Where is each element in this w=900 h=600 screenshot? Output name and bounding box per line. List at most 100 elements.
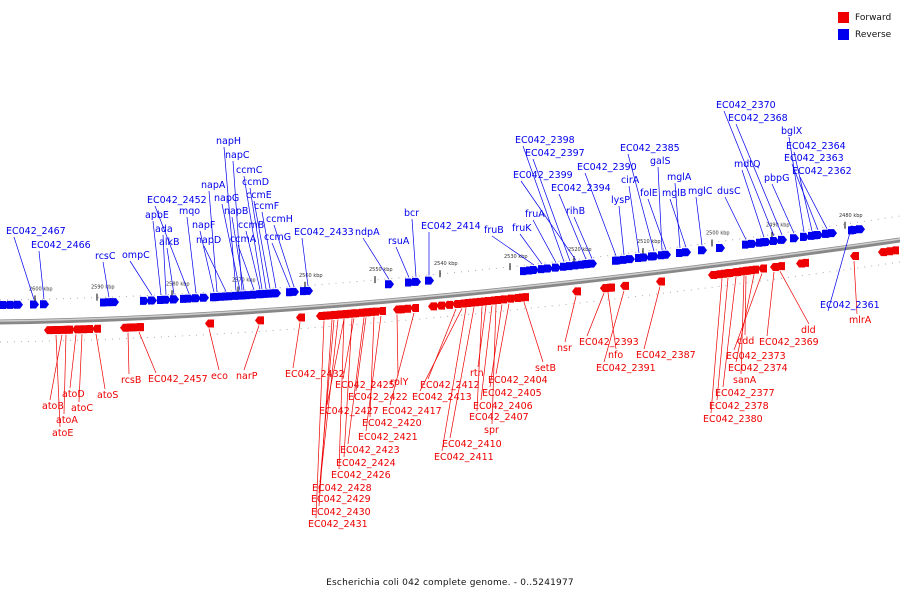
gene-label-ccmd: ccmD [242, 177, 269, 188]
gene-label-ec042-2429: EC042_2429 [311, 494, 371, 505]
leader-line [315, 320, 325, 519]
gene-arrow-reverse [200, 293, 209, 302]
leader-line [695, 196, 703, 246]
ruler-tick-label: 2510 kbp [637, 239, 661, 245]
gene-arrow-forward [344, 309, 353, 318]
leader-line [395, 246, 410, 278]
leader-line [326, 319, 345, 406]
leader-line [573, 216, 593, 259]
leader-line [710, 278, 723, 414]
leader-line [627, 153, 655, 252]
gene-arrow-reverse [218, 292, 227, 301]
leader-line [532, 158, 571, 262]
gene-label-mglc: mglC [688, 186, 713, 197]
leader-line [63, 334, 67, 415]
gene-arrow-forward [377, 306, 386, 315]
gene-arrow-reverse [682, 248, 691, 257]
leader-line [618, 205, 625, 255]
leader-line [223, 146, 237, 291]
leader-line [723, 110, 775, 237]
gene-arrow-forward [770, 262, 779, 271]
leader-line [162, 234, 167, 295]
gene-arrow-reverse [226, 292, 235, 301]
gene-label-napg: napG [214, 193, 239, 204]
gene-arrow-forward [516, 293, 525, 302]
gene-label-ec042-2412: EC042_2412 [420, 380, 480, 391]
gene-arrow-forward [402, 304, 411, 313]
gene-arrow-reverse [584, 260, 593, 269]
gene-label-atos: atoS [97, 390, 118, 401]
gene-arrow-reverse [425, 276, 434, 285]
gene-label-ec042-2407: EC042_2407 [469, 412, 529, 423]
gene-arrow-reverse [748, 239, 757, 248]
gene-arrow-reverse [526, 266, 535, 275]
gene-arrow-forward [436, 301, 445, 310]
leader-line [129, 260, 153, 296]
gene-arrow-forward [800, 258, 809, 267]
leader-line [735, 274, 755, 363]
gene-arrow-forward [72, 325, 81, 334]
gene-arrow-reverse [662, 250, 671, 259]
ruler-tick-label: 2580 kbp [166, 281, 190, 287]
leader-line [740, 275, 745, 375]
ruler-tick-label: 2480 kbp [839, 213, 863, 219]
gene-arrow-reverse [770, 236, 779, 245]
leader-line [827, 225, 853, 312]
leader-line [628, 185, 640, 254]
gene-arrow-forward [758, 264, 767, 273]
gene-label-ccmh: ccmH [266, 214, 293, 225]
gene-label-napd: napD [196, 235, 221, 246]
gene-label-ec042-2369: EC042_2369 [759, 337, 819, 348]
gene-label-eco: eco [211, 371, 228, 382]
gene-arrow-reverse [40, 300, 49, 309]
leader-line [396, 314, 399, 377]
gene-label-ec042-2411: EC042_2411 [434, 452, 494, 463]
leader-line [253, 200, 271, 289]
gene-label-ec042-2362: EC042_2362 [792, 166, 852, 177]
gene-label-alkb: alkB [159, 237, 179, 248]
gene-label-rsua: rsuA [388, 236, 410, 247]
gene-arrow-reverse [698, 246, 707, 255]
leader-line [231, 216, 245, 291]
gene-arrow-forward [708, 271, 717, 280]
leader-line [389, 312, 415, 406]
gene-label-ndpa: ndpA [355, 227, 380, 238]
leader-line [154, 205, 190, 294]
leader-line [766, 271, 775, 337]
ruler-tick-label: 2490 kbp [766, 223, 790, 229]
reverse-swatch [838, 29, 849, 40]
map-caption: Escherichia coli 042 complete genome. - … [326, 578, 574, 588]
gene-label-atod: atoD [62, 389, 85, 400]
leader-line [733, 273, 763, 351]
gene-label-rihb: rihB [566, 206, 585, 217]
gene-arrow-forward [134, 323, 143, 332]
leader-line [199, 230, 215, 293]
gene-label-mdtq: mdtQ [734, 159, 761, 170]
ruler-tick-label: 2590 kbp [91, 285, 115, 291]
leader-line [476, 306, 483, 412]
leader-line [318, 320, 333, 507]
gene-arrow-reverse [640, 253, 649, 262]
leader-line [520, 180, 577, 261]
gene-arrow-forward [714, 270, 723, 279]
gene-label-napa: napA [201, 180, 226, 191]
leader-line [237, 244, 255, 290]
gene-arrow-reverse [100, 298, 109, 307]
leader-line [741, 169, 765, 238]
gene-label-ec042-2393: EC042_2393 [579, 337, 639, 348]
leader-line [273, 224, 295, 288]
gene-label-atoc: atoC [71, 403, 93, 414]
gene-label-ec042-2374: EC042_2374 [728, 363, 788, 374]
gene-label-ec042-2410: EC042_2410 [442, 439, 502, 450]
gene-arrow-reverse [14, 300, 23, 309]
leader-line [779, 270, 810, 325]
gene-arrow-forward [452, 300, 461, 309]
leader-line [491, 305, 497, 425]
leader-line [584, 172, 617, 256]
gene-label-gals: galS [650, 156, 671, 167]
gene-label-ccmb: ccmB [238, 220, 264, 231]
gene-label-ec042-2380: EC042_2380 [703, 414, 763, 425]
gene-arrow-forward [50, 326, 59, 335]
gene-arrow-reverse [614, 256, 623, 265]
